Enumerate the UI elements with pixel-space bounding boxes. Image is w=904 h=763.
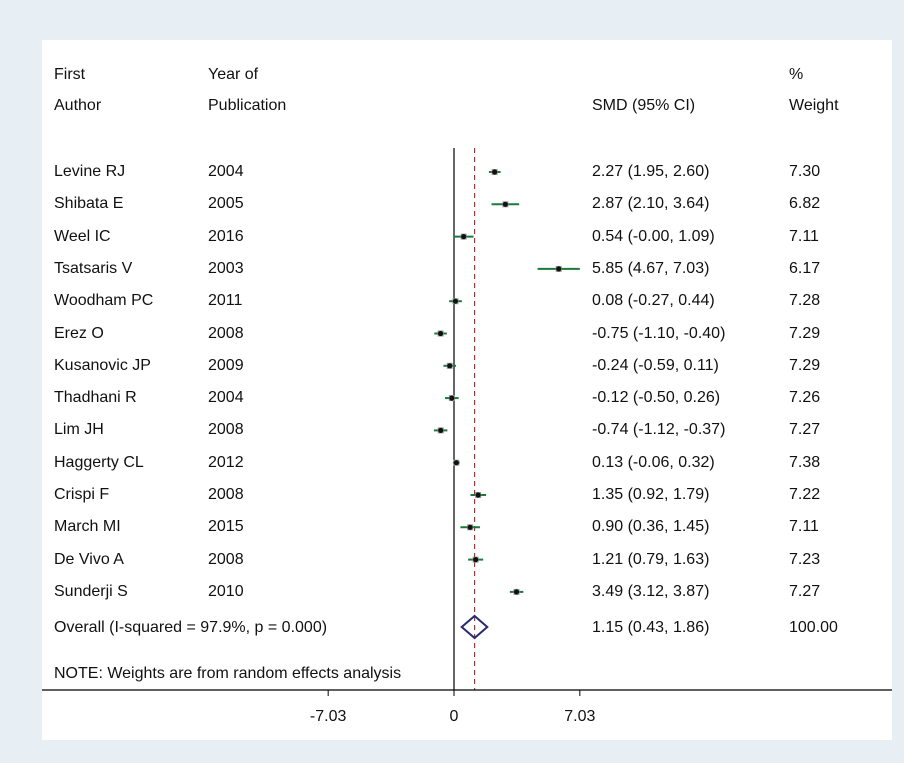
overall-diamond — [460, 614, 489, 640]
header-weight: Weight — [789, 97, 839, 114]
study-year: 2008 — [208, 486, 244, 503]
study-ci: 1.21 (0.79, 1.63) — [592, 550, 710, 568]
study-ci: 2.87 (2.10, 3.64) — [592, 195, 710, 213]
study-author: Lim JH — [54, 421, 104, 439]
study-weight: 7.11 — [789, 227, 819, 245]
point-estimate — [513, 589, 520, 595]
study-ci: 2.27 (1.95, 2.60) — [592, 163, 710, 180]
study-ci: 0.08 (-0.27, 0.44) — [592, 292, 715, 310]
note-text: NOTE: Weights are from random effects an… — [54, 665, 402, 682]
study-author: Levine RJ — [54, 163, 126, 180]
study-author: De Vivo A — [54, 550, 124, 568]
point-estimate — [467, 524, 473, 530]
point-estimate — [438, 427, 444, 433]
point-estimate — [502, 201, 508, 207]
overall-weight: 100.00 — [789, 619, 838, 636]
study-ci: 5.85 (4.67, 7.03) — [592, 259, 710, 277]
study-author: Shibata E — [54, 195, 124, 213]
overall-ci: 1.15 (0.43, 1.86) — [592, 619, 710, 636]
point-estimate — [492, 169, 498, 175]
header-percent: % — [789, 66, 804, 83]
study-weight: 6.17 — [789, 259, 821, 277]
study-ci: 0.54 (-0.00, 1.09) — [592, 227, 715, 245]
study-weight: 7.28 — [789, 292, 821, 310]
study-author: Haggerty CL — [54, 453, 144, 471]
study-author: Thadhani R — [54, 389, 137, 407]
header-smd-ci: SMD (95% CI) — [592, 97, 696, 114]
study-author: Weel IC — [54, 227, 111, 245]
study-author: Tsatsaris V — [54, 259, 133, 277]
study-author: Crispi F — [54, 486, 110, 503]
study-weight: 7.29 — [789, 356, 821, 374]
study-year: 2012 — [208, 453, 244, 471]
study-year: 2004 — [208, 389, 244, 407]
study-year: 2004 — [208, 163, 244, 180]
study-year: 2015 — [208, 518, 244, 536]
study-weight: 7.29 — [789, 324, 821, 342]
study-weight: 7.30 — [789, 163, 821, 180]
study-weight: 7.27 — [789, 582, 821, 600]
point-estimate — [437, 330, 444, 337]
study-year: 2008 — [208, 550, 244, 568]
x-tick-label: -7.03 — [309, 708, 347, 725]
overall-label: Overall (I-squared = 97.9%, p = 0.000) — [54, 619, 328, 636]
header-publication: Publication — [208, 97, 287, 114]
point-estimate — [449, 395, 455, 401]
study-ci: 0.90 (0.36, 1.45) — [592, 518, 710, 536]
study-year: 2008 — [208, 324, 244, 342]
study-year: 2016 — [208, 227, 244, 245]
study-author: Sunderji S — [54, 582, 128, 600]
study-year: 2009 — [208, 356, 244, 374]
point-estimate — [556, 266, 562, 272]
study-weight: 7.27 — [789, 421, 821, 439]
study-weight: 7.22 — [789, 486, 821, 503]
study-weight: 6.82 — [789, 195, 821, 213]
study-ci: -0.24 (-0.59, 0.11) — [592, 356, 719, 374]
study-year: 2011 — [208, 292, 243, 310]
study-ci: 3.49 (3.12, 3.87) — [592, 582, 710, 600]
study-weight: 7.23 — [789, 550, 821, 568]
study-ci: 0.13 (-0.06, 0.32) — [592, 453, 715, 471]
point-estimate — [453, 460, 459, 466]
header-first: First — [54, 66, 86, 83]
point-estimate — [475, 492, 481, 498]
study-author: Erez O — [54, 324, 104, 342]
study-year: 2003 — [208, 259, 244, 277]
study-year: 2005 — [208, 195, 244, 213]
header-year-of: Year of — [208, 66, 259, 83]
study-author: Kusanovic JP — [54, 356, 151, 374]
point-estimate — [447, 363, 453, 369]
x-tick-label: 0 — [449, 708, 459, 725]
study-weight: 7.26 — [789, 389, 821, 407]
study-ci: -0.75 (-1.10, -0.40) — [592, 324, 726, 342]
header-author: Author — [54, 97, 102, 114]
study-author: Woodham PC — [54, 292, 154, 310]
study-year: 2010 — [208, 582, 244, 600]
study-year: 2008 — [208, 421, 244, 439]
point-estimate — [473, 557, 479, 563]
study-ci: -0.12 (-0.50, 0.26) — [592, 389, 721, 407]
study-ci: 1.35 (0.92, 1.79) — [592, 486, 710, 503]
study-weight: 7.38 — [789, 453, 821, 471]
study-weight: 7.11 — [789, 518, 819, 536]
study-author: March MI — [54, 518, 121, 536]
study-ci: -0.74 (-1.12, -0.37) — [592, 421, 726, 439]
point-estimate — [452, 298, 459, 304]
x-tick-label: 7.03 — [564, 708, 596, 725]
point-estimate — [461, 234, 467, 240]
